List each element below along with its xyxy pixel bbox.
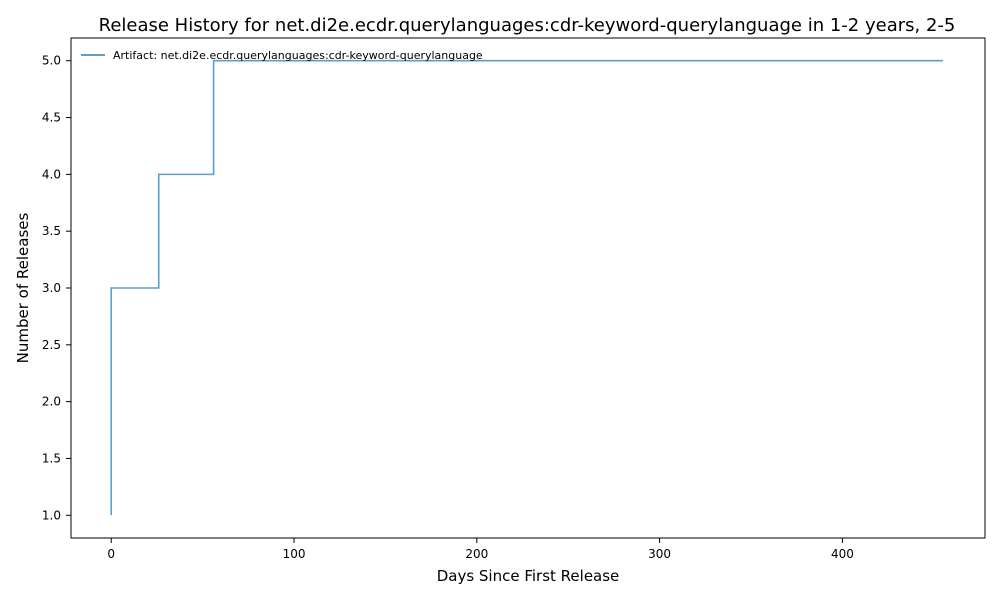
y-tick-label: 2.0 — [42, 395, 61, 409]
x-tick-label: 100 — [283, 547, 306, 561]
x-axis-label: Days Since First Release — [437, 567, 620, 585]
legend-label: Artifact: net.di2e.ecdr.querylanguages:c… — [113, 49, 483, 62]
y-tick-label: 4.5 — [42, 111, 61, 125]
y-axis-label: Number of Releases — [14, 212, 32, 363]
y-tick-label: 3.0 — [42, 281, 61, 295]
plot-frame — [70, 37, 986, 539]
series-line — [110, 59, 943, 516]
y-tick-label: 1.0 — [42, 508, 61, 522]
y-axis-ticks: 1.0 1.5 2.0 2.5 3.0 3.5 4.0 4.5 5.0 — [42, 54, 71, 522]
legend: Artifact: net.di2e.ecdr.querylanguages:c… — [81, 49, 483, 62]
x-tick-label: 200 — [465, 547, 488, 561]
chart-title: Release History for net.di2e.ecdr.queryl… — [99, 15, 956, 36]
series-layer — [110, 59, 943, 516]
y-tick-label: 2.5 — [42, 338, 61, 352]
y-tick-label: 1.5 — [42, 451, 61, 465]
y-tick-label: 5.0 — [42, 54, 61, 68]
x-tick-label: 300 — [648, 547, 671, 561]
x-tick-label: 400 — [831, 547, 854, 561]
x-axis-ticks: 0 100 200 300 400 — [107, 538, 854, 561]
y-tick-label: 4.0 — [42, 167, 61, 181]
x-tick-label: 0 — [107, 547, 115, 561]
y-tick-label: 3.5 — [42, 224, 61, 238]
